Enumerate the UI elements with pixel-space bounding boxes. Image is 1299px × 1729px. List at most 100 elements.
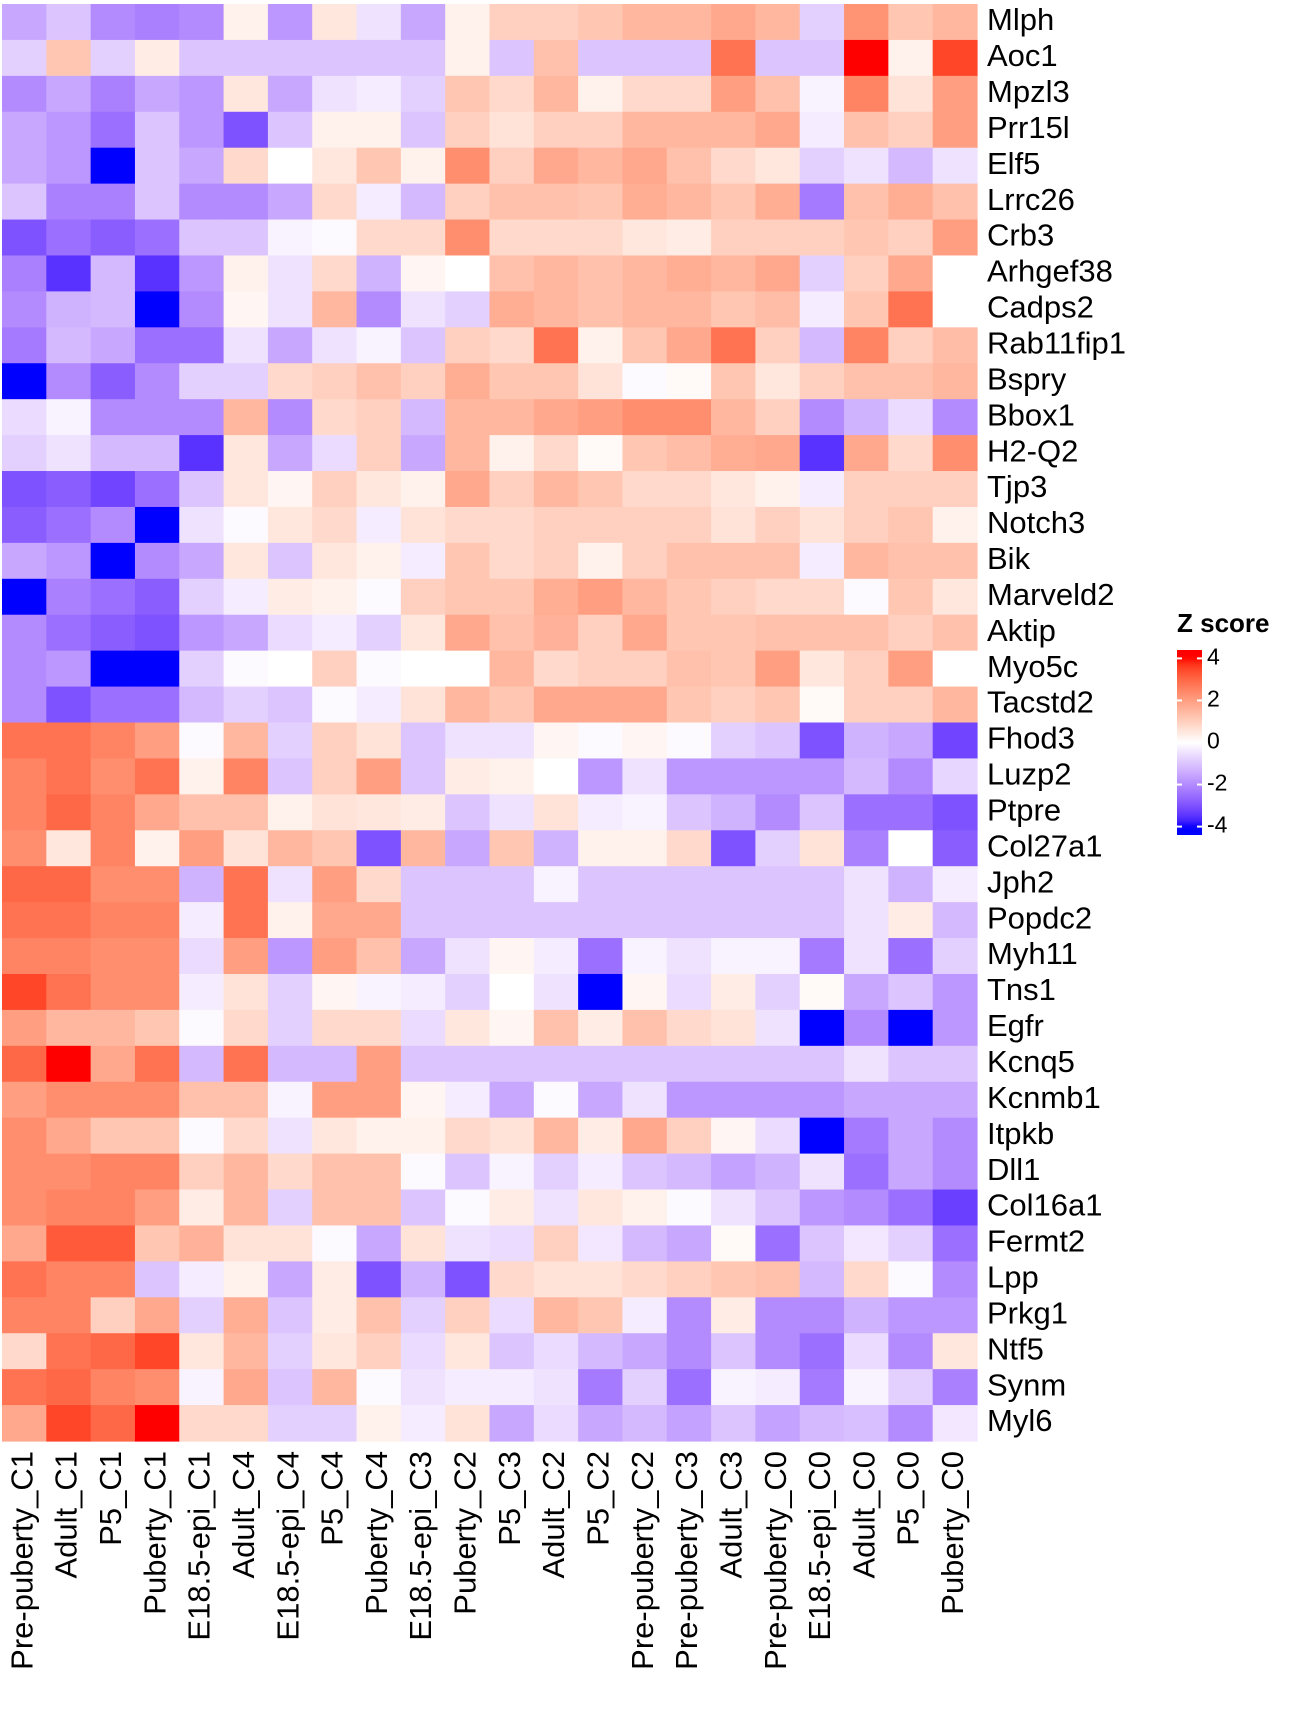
heatmap-cell <box>134 830 180 867</box>
row-label: Lrrc26 <box>987 182 1075 217</box>
row-label: Col16a1 <box>987 1188 1102 1223</box>
heatmap-cell <box>578 1297 624 1334</box>
heatmap-cell <box>400 291 446 328</box>
heatmap-cell <box>223 758 269 795</box>
heatmap-cell <box>533 1405 579 1442</box>
heatmap-cell <box>90 1297 136 1334</box>
heatmap-cell <box>223 506 269 544</box>
heatmap-cell <box>2 363 47 400</box>
heatmap-cell <box>90 938 136 975</box>
heatmap-cell <box>2 1261 47 1298</box>
heatmap-cell <box>888 1045 934 1083</box>
heatmap-cell <box>666 722 712 760</box>
heatmap-cell <box>90 1225 136 1262</box>
heatmap-cell <box>533 830 579 867</box>
heatmap-cell <box>932 866 978 903</box>
heatmap-cell <box>90 506 136 544</box>
heatmap-cell <box>90 327 136 364</box>
heatmap-cell <box>755 830 801 867</box>
heatmap-cell <box>400 902 446 939</box>
heatmap-cell <box>90 578 136 616</box>
heatmap-cell <box>932 506 978 544</box>
heatmap-cell <box>888 1189 934 1227</box>
heatmap-cell <box>533 614 579 652</box>
heatmap-cell <box>267 75 313 113</box>
heatmap-cell <box>711 1369 757 1406</box>
heatmap-cell <box>267 506 313 544</box>
legend-tick-label: 2 <box>1207 686 1220 712</box>
heatmap-cell <box>578 1045 624 1083</box>
heatmap-cell <box>799 866 845 903</box>
heatmap-cell <box>489 327 535 364</box>
heatmap-cell <box>179 75 225 113</box>
heatmap-cell <box>489 75 535 113</box>
heatmap-cell <box>445 902 491 939</box>
heatmap-cell <box>711 147 757 185</box>
heatmap-cell <box>46 650 92 688</box>
heatmap-cell <box>267 39 313 77</box>
heatmap-cell <box>356 291 402 328</box>
heatmap-cell <box>799 1009 845 1047</box>
heatmap-cell <box>711 363 757 400</box>
row-label: Fhod3 <box>987 721 1075 756</box>
heatmap-cell <box>2 255 47 292</box>
heatmap-cell <box>223 327 269 364</box>
heatmap-cell <box>755 327 801 364</box>
heatmap-cell <box>932 1009 978 1047</box>
heatmap-cell <box>312 578 358 616</box>
heatmap-cell <box>400 973 446 1011</box>
heatmap-cell <box>755 758 801 795</box>
heatmap-cell <box>223 1261 269 1298</box>
heatmap-cell <box>666 794 712 831</box>
heatmap-cell <box>622 830 668 867</box>
heatmap-cell <box>489 506 535 544</box>
heatmap-cell <box>844 147 889 185</box>
heatmap-cell <box>711 614 757 652</box>
row-label: Col27a1 <box>987 828 1102 863</box>
heatmap-cell <box>666 327 712 364</box>
column-label: E18.5-epi_C1 <box>182 1451 217 1641</box>
heatmap-cell <box>223 902 269 939</box>
heatmap-cell <box>90 1261 136 1298</box>
heatmap-cell <box>622 1369 668 1406</box>
heatmap-cell <box>90 650 136 688</box>
heatmap-cell <box>445 4 491 41</box>
legend-tick-label: -4 <box>1207 812 1228 838</box>
heatmap-cell <box>533 471 579 508</box>
row-label: Mlph <box>987 2 1054 37</box>
heatmap-cell <box>90 1081 136 1119</box>
heatmap-cell <box>445 542 491 580</box>
heatmap-cell <box>267 1153 313 1191</box>
heatmap-cell <box>489 1225 535 1262</box>
heatmap-cell <box>578 435 624 472</box>
heatmap-cell <box>533 686 579 724</box>
heatmap-cell <box>755 291 801 328</box>
heatmap-cell <box>489 291 535 328</box>
heatmap-cell <box>2 291 47 328</box>
heatmap-cell <box>223 1225 269 1262</box>
heatmap-cell <box>134 291 180 328</box>
heatmap-cell <box>312 363 358 400</box>
heatmap-cell <box>533 1369 579 1406</box>
heatmap-cell <box>755 471 801 508</box>
row-label: Lpp <box>987 1260 1039 1295</box>
heatmap-cell <box>179 4 225 41</box>
heatmap-cell <box>622 435 668 472</box>
heatmap-cell <box>666 830 712 867</box>
heatmap-cell <box>134 1405 180 1442</box>
heatmap-cell <box>578 183 624 221</box>
heatmap-cell <box>666 866 712 903</box>
heatmap-cell <box>666 1009 712 1047</box>
heatmap-cell <box>179 219 225 257</box>
heatmap-cell <box>400 327 446 364</box>
heatmap-cell <box>46 1189 92 1227</box>
heatmap-cell <box>400 1369 446 1406</box>
heatmap-cell <box>844 614 889 652</box>
heatmap-cell <box>445 1189 491 1227</box>
heatmap-cell <box>711 506 757 544</box>
heatmap-cell <box>400 1297 446 1334</box>
heatmap-cell <box>799 1081 845 1119</box>
heatmap-cell <box>179 1261 225 1298</box>
heatmap-cell <box>356 1225 402 1262</box>
row-label: Prkg1 <box>987 1295 1068 1330</box>
